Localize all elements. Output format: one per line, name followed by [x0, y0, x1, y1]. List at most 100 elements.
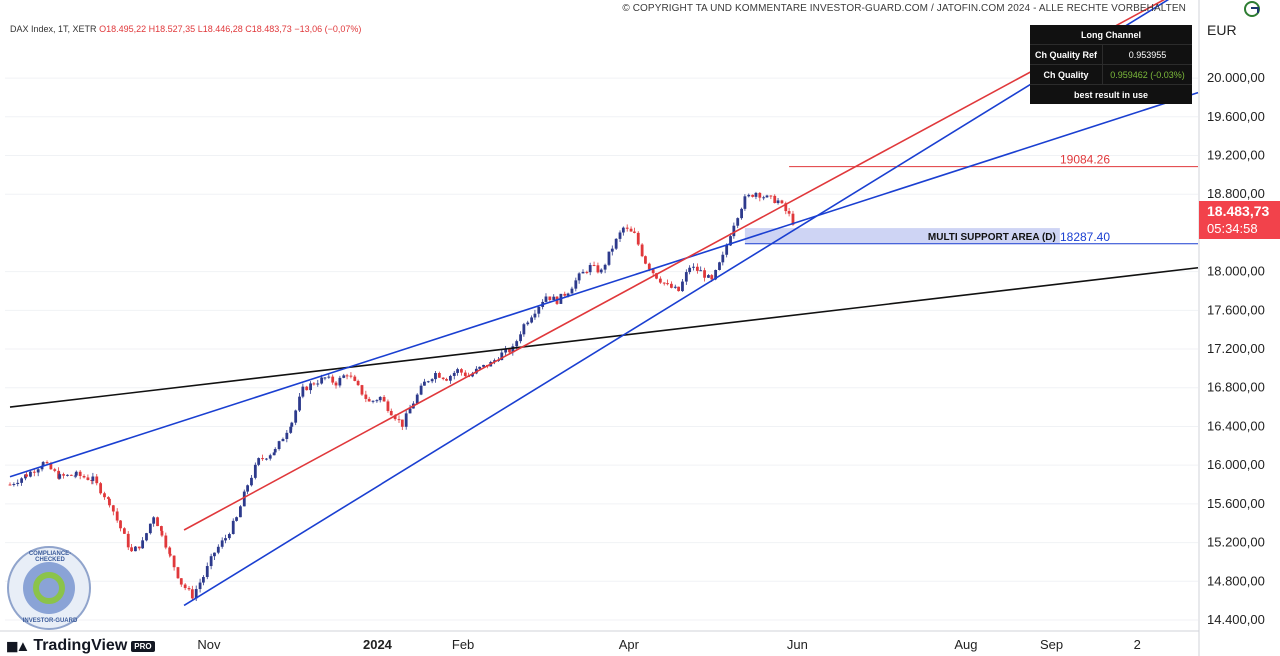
x-tick-label: 2	[1134, 637, 1141, 652]
candle-body	[160, 526, 163, 531]
candle	[29, 469, 32, 478]
candle-body	[452, 372, 456, 376]
candle	[277, 440, 281, 451]
candle	[345, 373, 349, 380]
candle-body	[688, 267, 692, 273]
candle-body	[684, 272, 688, 282]
candle	[239, 505, 242, 518]
candle	[301, 383, 305, 399]
channel-quality-table: Long Channel Ch Quality Ref 0.953955 Ch …	[1030, 25, 1192, 104]
candle	[74, 470, 78, 478]
multi-support-area: MULTI SUPPORT AREA (D)	[744, 228, 1060, 244]
candle	[430, 378, 434, 384]
candle-body	[16, 482, 20, 484]
y-axis[interactable]: 20.000,00 19.600,00 19.200,00 18.800,00 18.0…	[1198, 0, 1265, 656]
y-tick-label: 18.000,00	[1207, 264, 1265, 279]
candle-body	[445, 379, 448, 381]
table-row-label: Ch Quality	[1030, 65, 1103, 84]
candle-body	[574, 280, 578, 289]
support-area-box	[744, 228, 1060, 244]
tradingview-wordmark: TradingView	[33, 637, 128, 654]
candle	[298, 392, 301, 412]
badge-emblem	[23, 562, 75, 614]
candle	[130, 543, 133, 553]
candle-body	[257, 458, 261, 465]
compliance-badge: COMPLIANCE-CHECKED INVESTOR-GUARD	[7, 546, 91, 630]
candle	[765, 194, 769, 198]
ohlc-close: C18.483,73	[245, 24, 292, 34]
candle	[423, 378, 426, 386]
candle	[253, 462, 257, 480]
candle-body	[780, 200, 784, 204]
candle-body	[736, 218, 740, 226]
table-footer: best result in use	[1073, 89, 1149, 100]
candle-body	[253, 464, 257, 478]
candle	[141, 537, 145, 549]
candle-body	[231, 520, 235, 535]
symbol-info[interactable]: DAX Index, 1T, XETR O18.495,22 H18.527,3…	[10, 24, 361, 34]
candle	[342, 373, 346, 379]
candle	[179, 578, 183, 587]
candle-body	[137, 546, 141, 549]
candle	[327, 374, 331, 379]
candle-body	[220, 540, 224, 547]
y-tick-label: 16.800,00	[1207, 380, 1265, 395]
candle-body	[32, 471, 36, 473]
candle-body	[640, 244, 644, 257]
candle	[684, 269, 688, 285]
x-axis[interactable]: Nov 2024 Feb Apr Jun Aug Sep 2	[0, 630, 1199, 652]
candle-body	[471, 373, 474, 377]
candle	[570, 286, 574, 294]
candle-body	[599, 269, 603, 273]
candle-body	[91, 476, 95, 481]
current-price-tag: 18.483,73 05:34:58	[1199, 201, 1280, 239]
candle	[148, 523, 152, 535]
candle-body	[754, 192, 758, 197]
candle-body	[658, 278, 662, 283]
candle-body	[312, 383, 316, 385]
y-tick-label: 15.200,00	[1207, 535, 1265, 550]
candle	[86, 474, 90, 481]
candle	[115, 508, 119, 523]
candle	[776, 197, 780, 205]
candle-body	[316, 383, 320, 385]
candle	[122, 527, 126, 534]
candle	[281, 437, 285, 442]
candle-body	[338, 377, 342, 386]
candle-body	[692, 266, 695, 268]
candle-body	[235, 517, 238, 521]
candle	[448, 374, 452, 384]
candle	[581, 269, 585, 274]
candle-body	[36, 469, 40, 473]
candle	[152, 516, 156, 527]
candle-body	[356, 380, 360, 386]
investor-guard-logo-icon	[1244, 1, 1260, 17]
candle	[640, 243, 644, 258]
bar-countdown: 05:34:58	[1207, 221, 1258, 236]
candle-body	[566, 293, 570, 296]
candle	[108, 497, 111, 508]
candle	[119, 520, 122, 532]
candle	[8, 482, 12, 486]
candle	[397, 415, 401, 423]
candle	[134, 545, 137, 552]
candle	[360, 384, 364, 396]
candle	[66, 474, 69, 477]
candle-body	[334, 382, 338, 386]
ohlc-change: −13,06 (−0,07%)	[294, 24, 362, 34]
candle-body	[168, 547, 172, 554]
candle	[58, 472, 62, 480]
candle-body	[209, 556, 213, 567]
table-row-value: 0.959462 (-0.03%)	[1110, 69, 1185, 80]
candle	[285, 430, 289, 443]
x-tick-label: Apr	[619, 637, 640, 652]
candle	[145, 532, 148, 542]
horizontal-levels: 19084.26 18287.40	[744, 153, 1198, 245]
candle	[160, 529, 164, 538]
candle-body	[239, 506, 242, 518]
tradingview-logo[interactable]: ◼▲ TradingView PRO	[6, 637, 155, 655]
candle-body	[610, 248, 614, 252]
currency-label[interactable]: EUR	[1207, 22, 1237, 38]
candle-body	[213, 552, 216, 557]
